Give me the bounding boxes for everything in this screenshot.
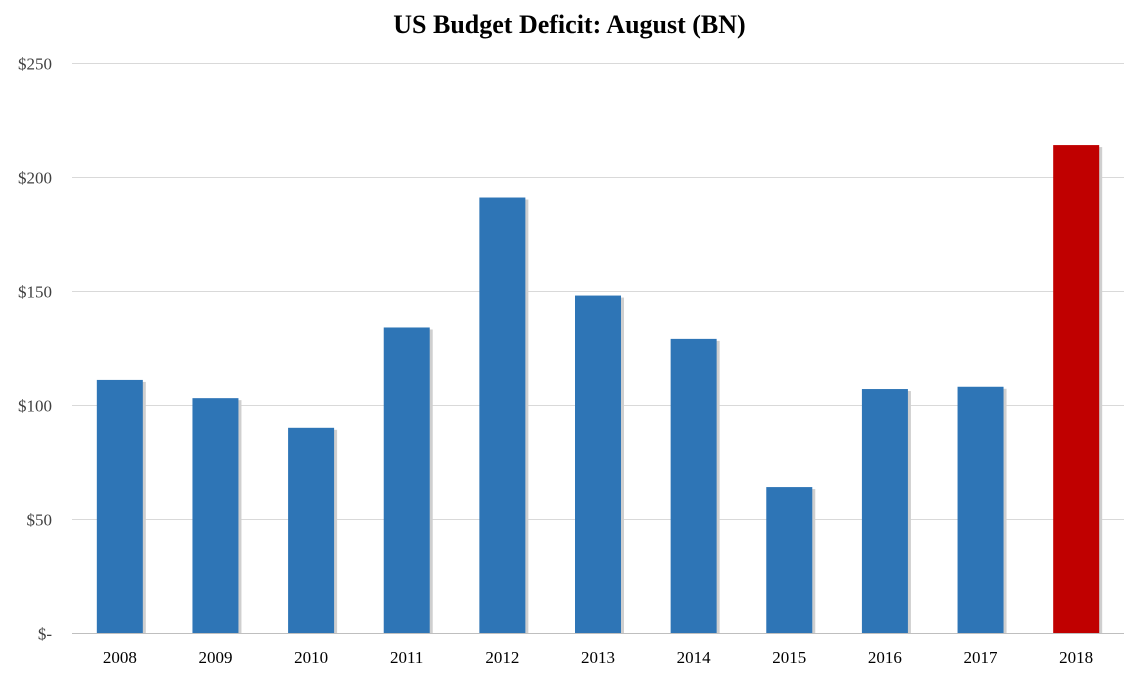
x-tick-label: 2010: [294, 648, 328, 667]
bar-2008: [96, 379, 143, 633]
x-tick-label: 2016: [868, 648, 902, 667]
x-tick-label: 2013: [581, 648, 615, 667]
bar-2018: [1053, 145, 1100, 633]
x-axis-ticks: 2008 2009 2010 2011 2012 2013 2014 2015 2016 2017…: [72, 633, 1124, 667]
x-tick-label: 2009: [198, 648, 232, 667]
x-tick-label: 2014: [677, 648, 712, 667]
bars: [96, 145, 1103, 633]
bar-2011: [383, 327, 430, 633]
y-tick-label: $50: [27, 511, 53, 530]
y-tick-label: $100: [18, 397, 52, 416]
y-tick-label: $250: [18, 55, 52, 74]
bar-2017: [957, 386, 1004, 633]
x-tick-label: 2011: [390, 648, 423, 667]
bar-2009: [192, 398, 239, 633]
x-tick-label: 2012: [485, 648, 519, 667]
chart-title: US Budget Deficit: August (BN): [393, 10, 746, 39]
bar-2016: [861, 389, 908, 633]
y-axis-ticks: $- $50 $100 $150 $200 $250: [18, 55, 52, 644]
bar-2010: [288, 427, 335, 633]
y-tick-label: $-: [38, 625, 53, 644]
bar-2012: [479, 197, 526, 633]
x-tick-label: 2008: [103, 648, 137, 667]
bar-2015: [766, 487, 813, 633]
x-tick-label: 2018: [1059, 648, 1093, 667]
y-tick-label: $150: [18, 283, 52, 302]
x-tick-label: 2017: [964, 648, 999, 667]
bar-2013: [575, 295, 621, 633]
bar-2014: [670, 338, 717, 633]
y-tick-label: $200: [18, 169, 52, 188]
x-tick-label: 2015: [772, 648, 806, 667]
